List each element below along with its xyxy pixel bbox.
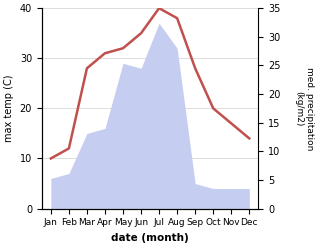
Y-axis label: max temp (C): max temp (C) xyxy=(4,75,14,142)
X-axis label: date (month): date (month) xyxy=(111,233,189,243)
Y-axis label: med. precipitation
(kg/m2): med. precipitation (kg/m2) xyxy=(294,67,314,150)
